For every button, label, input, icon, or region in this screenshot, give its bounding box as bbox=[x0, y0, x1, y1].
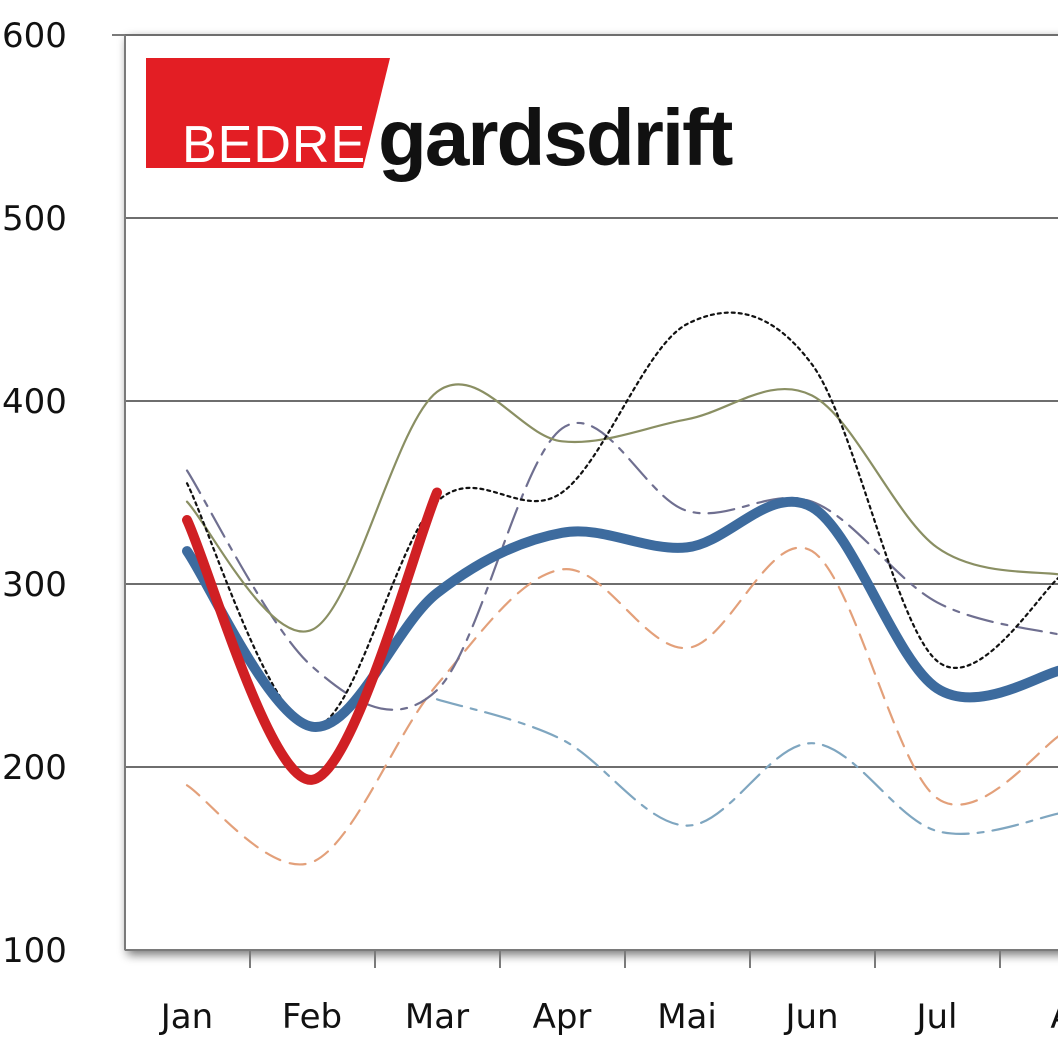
bedre-gardsdrift-logo: BEDRE gardsdrift bbox=[146, 58, 735, 182]
x-tick-label: Feb bbox=[282, 997, 342, 1037]
y-tick-label: 400 bbox=[2, 382, 67, 422]
x-tick-label: Mai bbox=[657, 997, 717, 1037]
y-tick-label: 500 bbox=[2, 199, 67, 239]
series-line-1 bbox=[182, 496, 1058, 732]
series-line-7 bbox=[435, 698, 1058, 835]
y-tick-label: 600 bbox=[2, 16, 67, 56]
x-tick-label: Mar bbox=[405, 997, 469, 1037]
y-axis-tick-labels: 100 200 300 400 500 600 bbox=[2, 16, 67, 971]
logo-red-banner bbox=[146, 58, 390, 168]
series-lines bbox=[182, 311, 1058, 866]
x-tick-label: Jan bbox=[159, 997, 213, 1037]
y-tick-label: 100 bbox=[2, 931, 67, 971]
series-line-3 bbox=[185, 311, 1058, 728]
x-tick-label: Jul bbox=[914, 997, 957, 1037]
series-line-2 bbox=[182, 487, 442, 785]
y-tick-label: 200 bbox=[2, 748, 67, 788]
series-line-4 bbox=[185, 383, 1058, 633]
series-line-6 bbox=[185, 546, 1058, 866]
plot-area bbox=[124, 34, 1058, 951]
series-line-5 bbox=[185, 421, 1058, 711]
logo-black-text: gardsdrift bbox=[378, 93, 733, 182]
logo-red-text: BEDRE bbox=[182, 116, 366, 174]
y-tick-label: 300 bbox=[2, 565, 67, 605]
x-axis: Jan Feb Mar Apr Mai Jun Jul A bbox=[112, 34, 1058, 1037]
gridlines bbox=[125, 34, 1058, 768]
x-tick-label: Apr bbox=[533, 997, 592, 1037]
x-tick-label: Jun bbox=[783, 997, 838, 1037]
x-tick-label: A bbox=[1050, 997, 1058, 1037]
